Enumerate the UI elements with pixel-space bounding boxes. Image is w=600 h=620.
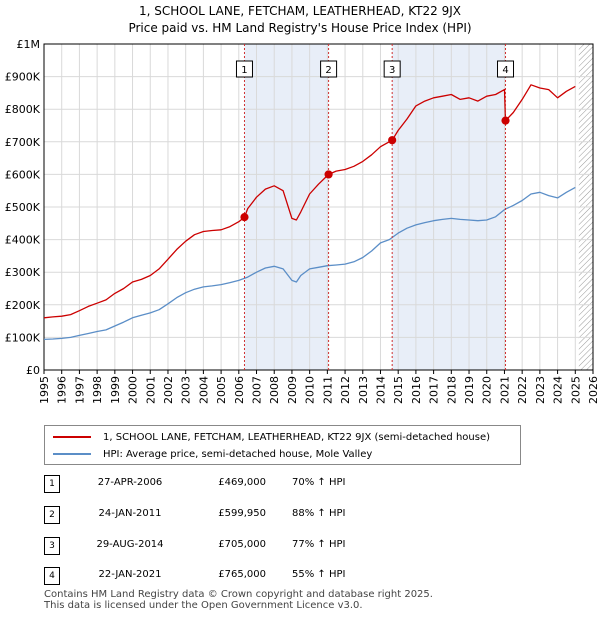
- x-tick-label: 1998: [91, 376, 104, 404]
- sale-price: £469,000: [218, 477, 266, 488]
- x-tick-label: 2025: [569, 376, 582, 404]
- sale-date: 22-JAN-2021: [98, 569, 162, 580]
- y-tick-label: £500K: [5, 201, 41, 214]
- x-tick-label: 2009: [286, 376, 299, 404]
- sale-date: 27-APR-2006: [97, 477, 163, 488]
- sale-marker-label: 4: [502, 65, 508, 76]
- sale-price: £599,950: [218, 508, 266, 519]
- sale-marker-box: [235, 60, 253, 78]
- sale-hpi-change: 88% ↑ HPI: [292, 508, 346, 519]
- legend-swatch-property: [53, 436, 91, 438]
- y-tick-label: £800K: [5, 103, 41, 116]
- hpi-series-line: [43, 186, 576, 341]
- y-tick-label: £0: [26, 364, 40, 377]
- x-tick-label: 2016: [410, 376, 423, 404]
- x-tick-label: 1995: [38, 376, 51, 404]
- x-tick-label: 2015: [392, 376, 405, 404]
- y-tick-label: £200K: [5, 299, 41, 312]
- y-tick-label: £300K: [5, 266, 41, 279]
- y-tick-label: £900K: [5, 71, 41, 84]
- property-series-line: [43, 84, 576, 319]
- sale-marker-box: [320, 60, 338, 78]
- sale-marker-label: 3: [389, 65, 395, 76]
- plot-frame: [43, 43, 594, 371]
- sale-number-badge: 1: [44, 475, 60, 493]
- x-tick-label: 2022: [516, 376, 529, 404]
- legend-label-hpi: HPI: Average price, semi-detached house,…: [103, 448, 373, 460]
- sale-price: £765,000: [218, 569, 266, 580]
- x-tick-label: 2012: [339, 376, 352, 404]
- x-tick-label: 2026: [587, 376, 600, 404]
- legend-label-property: 1, SCHOOL LANE, FETCHAM, LEATHERHEAD, KT…: [103, 431, 491, 443]
- sale-number-badge: 2: [44, 506, 60, 524]
- legend-swatch-hpi: [53, 453, 91, 455]
- price-chart: £0 £100K £200K £300K £400K £500K £600K £700K £80…: [5, 38, 600, 404]
- x-tick-label: 2005: [215, 376, 228, 404]
- x-tick-label: 2018: [445, 376, 458, 404]
- chart-legend: 1, SCHOOL LANE, FETCHAM, LEATHERHEAD, KT…: [44, 425, 521, 465]
- x-tick-label: 2011: [321, 376, 334, 404]
- copyright-notice: Contains HM Land Registry data © Crown c…: [44, 589, 433, 600]
- sale-hpi-change: 70% ↑ HPI: [292, 477, 346, 488]
- sale-point: [501, 116, 510, 125]
- x-tick-label: 2024: [552, 376, 565, 404]
- x-tick-label: 1996: [56, 376, 69, 404]
- sale-marker-box: [383, 60, 401, 78]
- x-tick-label: 2013: [357, 376, 370, 404]
- sale-date: 29-AUG-2014: [96, 539, 164, 550]
- sale-number-badge: 3: [44, 537, 60, 555]
- x-tick-label: 1999: [109, 376, 122, 404]
- x-tick-label: 2006: [233, 376, 246, 404]
- sale-hpi-change: 77% ↑ HPI: [292, 539, 346, 550]
- x-tick-label: 2004: [197, 376, 210, 404]
- x-tick-label: 2014: [374, 376, 387, 404]
- sale-number-badge: 4: [44, 567, 60, 585]
- x-tick-label: 2021: [498, 376, 511, 404]
- x-tick-label: 2010: [304, 376, 317, 404]
- x-tick-label: 2002: [162, 376, 175, 404]
- sale-point: [388, 136, 397, 145]
- sale-point: [324, 170, 333, 179]
- legend-item-property: 1, SCHOOL LANE, FETCHAM, LEATHERHEAD, KT…: [53, 430, 490, 444]
- y-tick-label: £1M: [17, 38, 41, 51]
- x-tick-label: 2019: [463, 376, 476, 404]
- sale-marker-label: 1: [241, 65, 247, 76]
- chart-subtitle: Price paid vs. HM Land Registry's House …: [128, 21, 472, 35]
- x-tick-label: 2017: [428, 376, 441, 404]
- sale-date: 24-JAN-2011: [98, 508, 162, 519]
- sale-marker-box: [497, 60, 515, 78]
- sale-price: £705,000: [218, 539, 266, 550]
- y-tick-label: £700K: [5, 136, 41, 149]
- licence-notice: This data is licensed under the Open Gov…: [44, 600, 363, 611]
- x-tick-label: 2001: [144, 376, 157, 404]
- x-tick-label: 1997: [73, 376, 86, 404]
- x-tick-label: 2020: [481, 376, 494, 404]
- sale-point: [240, 213, 249, 222]
- x-tick-label: 2007: [251, 376, 264, 404]
- x-tick-label: 2008: [268, 376, 281, 404]
- sale-hpi-change: 55% ↑ HPI: [292, 569, 346, 580]
- chart-title: 1, SCHOOL LANE, FETCHAM, LEATHERHEAD, KT…: [139, 4, 461, 18]
- sale-marker-label: 2: [325, 65, 331, 76]
- x-tick-label: 2023: [534, 376, 547, 404]
- y-tick-label: £600K: [5, 168, 41, 181]
- x-tick-label: 2003: [180, 376, 193, 404]
- y-tick-label: £100K: [5, 331, 41, 344]
- legend-item-hpi: HPI: Average price, semi-detached house,…: [53, 447, 372, 461]
- y-tick-label: £400K: [5, 234, 41, 247]
- x-tick-label: 2000: [127, 376, 140, 404]
